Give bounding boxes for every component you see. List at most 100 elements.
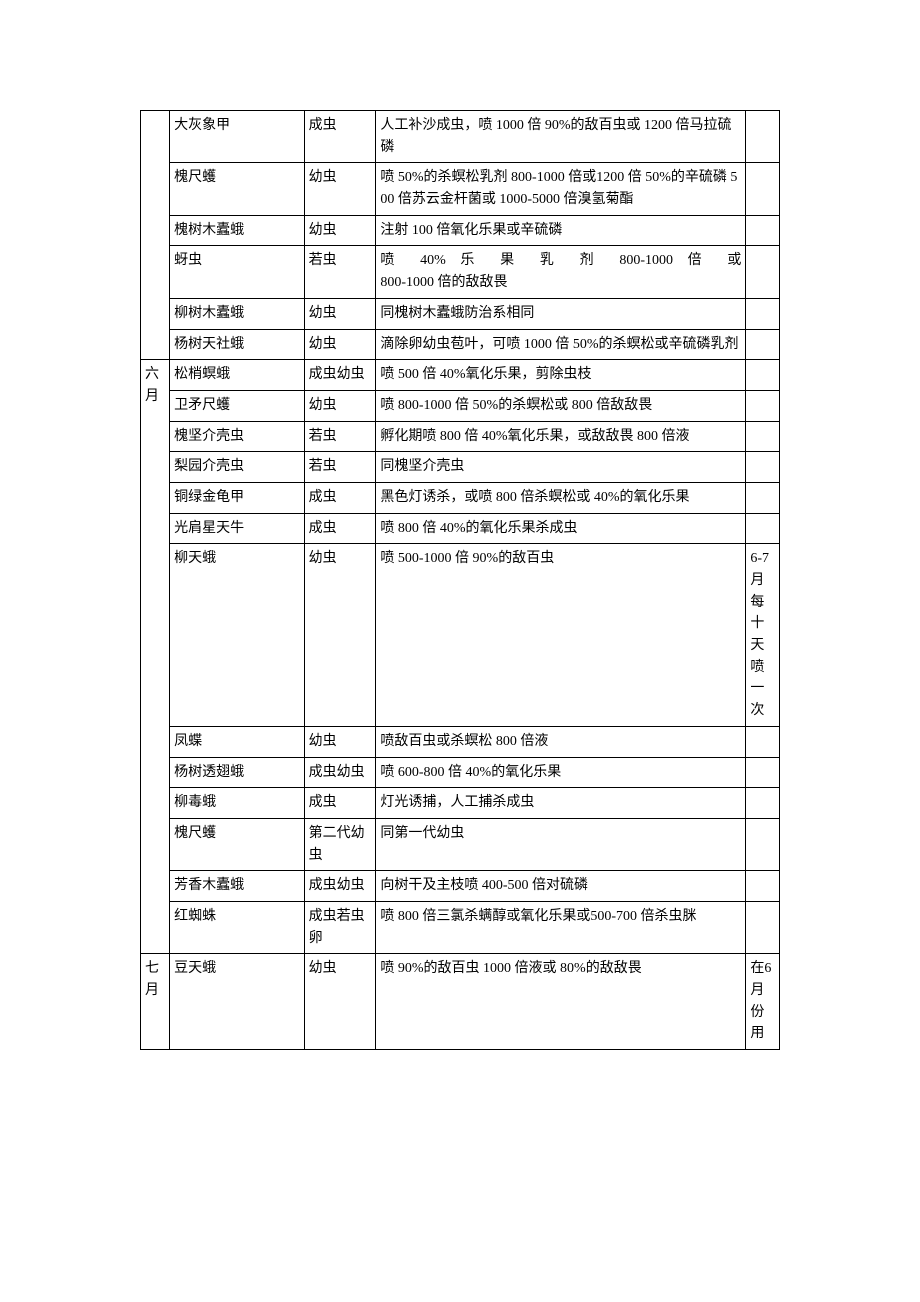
stage-text: 若虫: [309, 253, 337, 268]
pest-text: 槐尺蠖: [174, 826, 216, 841]
pest-cell: 豆天蛾: [170, 954, 305, 1050]
stage-cell: 成虫: [304, 513, 376, 544]
note-cell: [746, 390, 780, 421]
pest-text: 槐尺蠖: [174, 170, 216, 185]
table-row: 槐坚介壳虫 若虫 孵化期喷 800 倍 40%氧化乐果，或敌敌畏 800 倍液: [141, 421, 780, 452]
note-cell: [746, 360, 780, 391]
pest-text: 光肩星天牛: [174, 521, 244, 536]
table-row: 杨树透翅蛾 成虫幼虫 喷 600-800 倍 40%的氧化乐果: [141, 757, 780, 788]
method-text: 喷 800 倍三氯杀螨醇或氧化乐果或500-700 倍杀虫脒: [380, 909, 696, 924]
method-cell: 黑色灯诱杀，或喷 800 倍杀螟松或 40%的氧化乐果: [376, 482, 746, 513]
pest-text: 松梢螟蛾: [174, 367, 230, 382]
stage-text: 成虫幼虫: [309, 878, 365, 893]
note-cell: [746, 788, 780, 819]
pest-cell: 铜绿金龟甲: [170, 482, 305, 513]
note-cell: [746, 298, 780, 329]
stage-cell: 若虫: [304, 246, 376, 298]
method-cell: 喷 500 倍 40%氧化乐果，剪除虫枝: [376, 360, 746, 391]
stage-text: 若虫: [309, 429, 337, 444]
table-row: 红蜘蛛 成虫若虫卵 喷 800 倍三氯杀螨醇或氧化乐果或500-700 倍杀虫脒: [141, 901, 780, 953]
method-text: 喷敌百虫或杀螟松 800 倍液: [380, 734, 548, 749]
note-text: 在6月份用: [750, 961, 771, 1041]
note-cell: [746, 329, 780, 360]
stage-text: 幼虫: [309, 551, 337, 566]
note-cell: 在6月份用: [746, 954, 780, 1050]
stage-cell: 成虫: [304, 482, 376, 513]
pest-cell: 大灰象甲: [170, 111, 305, 163]
method-text: 同第一代幼虫: [380, 826, 464, 841]
method-text: 喷 800 倍 40%的氧化乐果杀成虫: [380, 521, 577, 536]
stage-cell: 幼虫: [304, 544, 376, 727]
note-cell: [746, 215, 780, 246]
table-row: 柳树木蠹蛾 幼虫 同槐树木蠹蛾防治系相同: [141, 298, 780, 329]
note-cell: [746, 513, 780, 544]
pest-cell: 光肩星天牛: [170, 513, 305, 544]
pest-cell: 凤蝶: [170, 726, 305, 757]
method-cell: 注射 100 倍氧化乐果或辛硫磷: [376, 215, 746, 246]
stage-cell: 成虫幼虫: [304, 871, 376, 902]
note-cell: [746, 246, 780, 298]
table-row: 铜绿金龟甲 成虫 黑色灯诱杀，或喷 800 倍杀螟松或 40%的氧化乐果: [141, 482, 780, 513]
stage-text: 成虫幼虫: [309, 367, 365, 382]
table-row: 凤蝶 幼虫 喷敌百虫或杀螟松 800 倍液: [141, 726, 780, 757]
month-text: 六月: [145, 367, 159, 404]
note-cell: [746, 421, 780, 452]
table-row: 杨树天社蛾 幼虫 滴除卵幼虫苞叶，可喷 1000 倍 50%的杀螟松或辛硫磷乳剂: [141, 329, 780, 360]
stage-text: 幼虫: [309, 398, 337, 413]
stage-cell: 幼虫: [304, 298, 376, 329]
note-cell: [746, 482, 780, 513]
method-cell: 人工补沙成虫，喷 1000 倍 90%的敌百虫或 1200 倍马拉硫磷: [376, 111, 746, 163]
stage-text: 成虫: [309, 490, 337, 505]
pest-text: 柳树木蠹蛾: [174, 306, 244, 321]
pest-cell: 松梢螟蛾: [170, 360, 305, 391]
pest-cell: 红蜘蛛: [170, 901, 305, 953]
stage-text: 若虫: [309, 459, 337, 474]
table-row: 芳香木蠹蛾 成虫幼虫 向树干及主枝喷 400-500 倍对硫磷: [141, 871, 780, 902]
table-row: 大灰象甲 成虫 人工补沙成虫，喷 1000 倍 90%的敌百虫或 1200 倍马…: [141, 111, 780, 163]
pest-text: 梨园介壳虫: [174, 459, 244, 474]
stage-cell: 成虫: [304, 111, 376, 163]
method-cell: 同槐树木蠹蛾防治系相同: [376, 298, 746, 329]
pest-text: 柳毒蛾: [174, 795, 216, 810]
pest-cell: 柳天蛾: [170, 544, 305, 727]
method-cell: 同第一代幼虫: [376, 818, 746, 870]
method-cell: 喷 90%的敌百虫 1000 倍液或 80%的敌敌畏: [376, 954, 746, 1050]
method-cell: 孵化期喷 800 倍 40%氧化乐果，或敌敌畏 800 倍液: [376, 421, 746, 452]
month-text: 七月: [145, 961, 159, 998]
stage-cell: 若虫: [304, 452, 376, 483]
pest-cell: 蚜虫: [170, 246, 305, 298]
pest-cell: 杨树天社蛾: [170, 329, 305, 360]
table-row: 卫矛尺蠖 幼虫 喷 800-1000 倍 50%的杀螟松或 800 倍敌敌畏: [141, 390, 780, 421]
stage-text: 幼虫: [309, 306, 337, 321]
method-cell: 滴除卵幼虫苞叶，可喷 1000 倍 50%的杀螟松或辛硫磷乳剂: [376, 329, 746, 360]
method-cell: 向树干及主枝喷 400-500 倍对硫磷: [376, 871, 746, 902]
pest-text: 豆天蛾: [174, 961, 216, 976]
method-text: 喷 800-1000 倍 50%的杀螟松或 800 倍敌敌畏: [380, 398, 652, 413]
note-cell: [746, 901, 780, 953]
pest-text: 红蜘蛛: [174, 909, 216, 924]
method-text: 人工补沙成虫，喷 1000 倍 90%的敌百虫或 1200 倍马拉硫磷: [380, 118, 731, 155]
stage-cell: 若虫: [304, 421, 376, 452]
pest-cell: 芳香木蠹蛾: [170, 871, 305, 902]
method-text: 喷 500 倍 40%氧化乐果，剪除虫枝: [380, 367, 591, 382]
stage-cell: 幼虫: [304, 163, 376, 215]
note-cell: [746, 871, 780, 902]
method-cell: 喷敌百虫或杀螟松 800 倍液: [376, 726, 746, 757]
stage-text: 幼虫: [309, 734, 337, 749]
method-text: 喷 500-1000 倍 90%的敌百虫: [380, 551, 554, 566]
method-cell: 同槐坚介壳虫: [376, 452, 746, 483]
pest-text: 卫矛尺蠖: [174, 398, 230, 413]
month-cell: [141, 111, 170, 360]
pest-text: 大灰象甲: [174, 118, 230, 133]
stage-cell: 幼虫: [304, 329, 376, 360]
table-row: 柳天蛾 幼虫 喷 500-1000 倍 90%的敌百虫 6-7月每十天喷一次: [141, 544, 780, 727]
note-cell: [746, 452, 780, 483]
table-row: 柳毒蛾 成虫 灯光诱捕，人工捕杀成虫: [141, 788, 780, 819]
method-cell: 喷 800 倍三氯杀螨醇或氧化乐果或500-700 倍杀虫脒: [376, 901, 746, 953]
pest-cell: 槐坚介壳虫: [170, 421, 305, 452]
method-text: 黑色灯诱杀，或喷 800 倍杀螟松或 40%的氧化乐果: [380, 490, 689, 505]
method-line1: 喷 40% 乐 果 乳 剂 800-1000 倍 或: [380, 250, 741, 272]
method-text: 喷 90%的敌百虫 1000 倍液或 80%的敌敌畏: [380, 961, 641, 976]
month-cell: 七月: [141, 954, 170, 1050]
pest-cell: 梨园介壳虫: [170, 452, 305, 483]
